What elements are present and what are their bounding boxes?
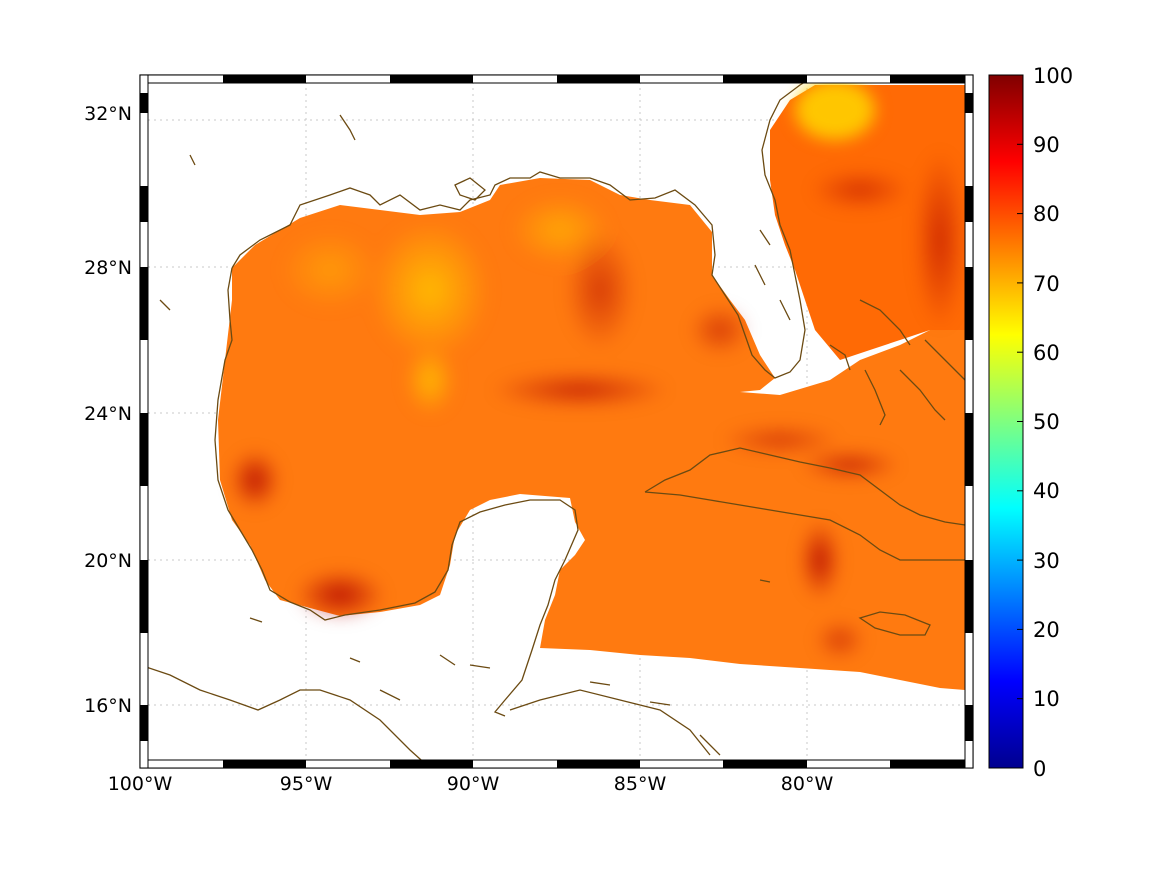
coastline-central-america	[140, 664, 431, 768]
lon-tick-95w: 95°W	[280, 773, 333, 795]
map-frame	[139, 74, 974, 769]
atlantic-field	[770, 85, 965, 360]
colorbar-tick-10: 10	[1033, 687, 1060, 711]
coastline-cuba	[644, 447, 966, 561]
colorbar-tick-90: 90	[1033, 133, 1060, 157]
lon-tick-100w: 100°W	[108, 773, 173, 795]
colorbar-tick-70: 70	[1033, 272, 1060, 296]
data-field	[218, 80, 965, 690]
coastline-islands-south	[249, 579, 771, 756]
coastlines	[140, 75, 966, 768]
lon-tick-80w: 80°W	[781, 773, 834, 795]
coastline-mexico-west	[214, 267, 579, 717]
colorbar-tick-60: 60	[1033, 341, 1060, 365]
lon-tick-90w: 90°W	[447, 773, 500, 795]
lat-tick-labels: 32°N 28°N 24°N 20°N 16°N	[84, 103, 132, 717]
lat-tick-32n: 32°N	[84, 103, 132, 125]
colorbar-tick-20: 20	[1033, 618, 1060, 642]
coastline-honduras	[509, 689, 711, 756]
colorbar: 100 90 80 70 60 50 40 30 20 10 0	[988, 64, 1073, 781]
colorbar-gradient	[988, 74, 1024, 769]
colorbar-tick-100: 100	[1033, 64, 1073, 88]
coastline-louisiana-islands	[159, 114, 791, 321]
colorbar-tick-30: 30	[1033, 549, 1060, 573]
lat-tick-24n: 24°N	[84, 403, 132, 425]
colorbar-tick-80: 80	[1033, 202, 1060, 226]
colorbar-tick-40: 40	[1033, 479, 1060, 503]
colorbar-tick-50: 50	[1033, 410, 1060, 434]
lat-tick-16n: 16°N	[84, 695, 132, 717]
lat-tick-28n: 28°N	[84, 257, 132, 279]
lon-tick-85w: 85°W	[614, 773, 667, 795]
coastline-mexico-gulf	[231, 75, 816, 379]
lon-tick-labels: 100°W 95°W 90°W 85°W 80°W	[108, 773, 834, 795]
colorbar-tick-0: 0	[1033, 757, 1046, 781]
lat-tick-20n: 20°N	[84, 550, 132, 572]
coastline-jamaica	[858, 611, 931, 636]
coastline-bahamas	[829, 299, 966, 426]
